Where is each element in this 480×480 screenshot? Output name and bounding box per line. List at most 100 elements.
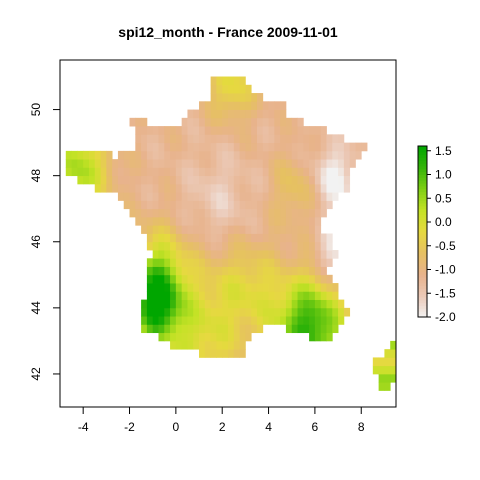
raster-cell [193,274,200,284]
raster-cell [297,316,304,325]
raster-cell [233,93,240,102]
raster-cell [187,299,194,309]
raster-cell [274,117,281,127]
raster-cell [181,299,188,309]
raster-cell [181,142,188,152]
raster-cell [239,117,246,127]
raster-cell [181,200,188,210]
raster-cell [285,208,293,218]
raster-cell [222,150,229,160]
raster-cell [303,299,310,309]
raster-cell [291,283,298,292]
raster-cell [228,208,235,218]
raster-cell [210,291,217,300]
raster-cell [320,324,327,334]
raster-cell [233,258,240,267]
raster-cell [94,167,101,177]
raster-cell [216,233,223,243]
raster-cell [193,291,200,300]
raster-cell [222,216,229,226]
raster-cell [222,299,229,309]
raster-cell [285,175,293,185]
raster-cell [135,183,142,193]
raster-cell [268,175,275,185]
raster-cell [309,241,316,251]
y-axis: 42 44 46 48 50 [29,103,61,381]
raster-cell [332,307,339,317]
raster-cell [193,340,200,350]
raster-cell [291,192,298,201]
raster-cell [175,200,183,210]
raster-cell [309,175,316,185]
raster-cell [146,208,154,218]
raster-cell [314,258,322,267]
raster-cell [309,316,316,325]
colorbar-swatch [418,211,427,215]
raster-cell [199,307,206,317]
raster-cell [239,316,246,325]
raster-cell [268,109,275,119]
raster-cell [164,167,171,177]
colorbar-swatch [418,294,427,298]
raster-cell [297,307,304,317]
raster-cell [135,134,142,144]
raster-cell [297,216,304,226]
raster-cell [204,250,212,259]
raster-cell [309,233,316,243]
raster-cell [314,324,322,334]
raster-cell [170,126,177,135]
colorbar-swatch [418,225,427,230]
raster-cell [309,150,316,160]
raster-cell [355,150,362,160]
raster-cell [175,316,183,325]
colorbar-tick-label: -1.5 [435,286,456,300]
raster-cell [326,175,333,185]
raster-cell [210,299,217,309]
raster-cell [268,200,275,210]
raster-cell [228,307,235,317]
raster-cell [210,76,217,86]
raster-cell [251,225,258,234]
raster-cell [285,324,293,334]
raster-cell [349,142,356,152]
chart-title: spi12_month - France 2009-11-01 [118,24,338,40]
raster-cell [326,316,333,325]
raster-cell [187,126,194,135]
raster-cell [262,167,269,177]
raster-cell [256,208,264,218]
raster-cell [233,183,240,193]
raster-cell [152,274,159,284]
colorbar-swatch [418,151,427,156]
raster-cell [222,175,229,185]
colorbar-swatch [418,268,427,272]
raster-cell [210,93,217,102]
raster-cell [239,142,246,152]
raster-cell [239,150,246,160]
raster-cell [233,101,240,110]
raster-cell [262,266,269,276]
colorbar-swatch [418,260,427,264]
raster-cell [262,283,269,292]
raster-cell [77,150,84,160]
raster-cell [216,340,223,350]
raster-cell [256,159,264,168]
colorbar-swatch [418,245,427,250]
raster-cell [372,357,380,367]
raster-cell [303,307,310,317]
raster-cell [268,241,275,251]
raster-cell [285,233,293,243]
raster-cell [181,134,188,144]
raster-cell [181,307,188,317]
raster-cell [326,332,333,342]
raster-cell [233,167,240,177]
y-tick-label: 48 [29,169,43,183]
raster-cell [338,175,345,185]
raster-cell [199,283,206,292]
raster-cell [343,150,351,160]
raster-cell [175,183,183,193]
raster-cell [303,241,310,251]
raster-cell [280,101,287,110]
raster-cell [181,150,188,160]
raster-cell [216,349,223,358]
raster-cell [262,134,269,144]
